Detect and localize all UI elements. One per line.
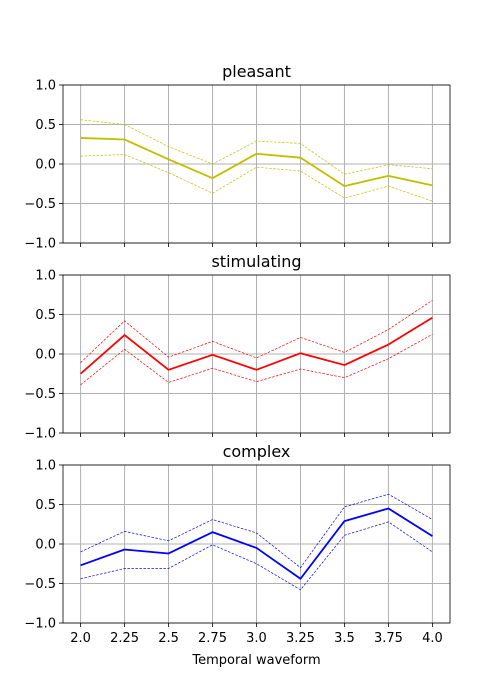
series-line-lower [80,154,433,202]
y-tick-label: 1.0 [35,459,56,474]
y-tick-label: 0.0 [35,158,56,173]
series-line-upper [80,493,433,569]
x-axis-label: Temporal waveform [191,653,320,668]
chart-panel-2: complex −1.0 −0.5 0.0 0.5 1.0 2.0 2.25 2.5 2.75 3.… [24,442,451,668]
y-tick-label: −1.0 [24,617,56,632]
y-tick-label: 1.0 [35,79,56,94]
series-line-mean [80,507,433,580]
y-tick-label: −1.0 [24,427,56,442]
x-tick-label: 3.75 [374,631,403,646]
x-tick-label: 4.0 [422,631,443,646]
x-tick-label: 3.0 [246,631,267,646]
chart-title: complex [223,442,291,461]
y-tick-label: 1.0 [35,269,56,284]
x-tick-label: 3.5 [334,631,355,646]
y-tick-label: 0.5 [35,498,56,513]
chart-panel-1: stimulating −1.0 −0.5 0.0 0.5 1.0 [24,252,451,442]
y-tick-label: −0.5 [24,577,56,592]
y-tick-label: 0.5 [35,118,56,133]
y-tick-label: −0.5 [24,387,56,402]
y-tick-label: −0.5 [24,197,56,212]
chart-panel-0: pleasant −1.0 −0.5 0.0 0.5 1.0 [24,62,451,252]
y-tick-label: 0.5 [35,308,56,323]
x-tick-label: 2.75 [198,631,227,646]
chart-title: pleasant [222,62,291,81]
x-tick-label: 2.5 [158,631,179,646]
x-tick-label: 2.0 [70,631,91,646]
chart-title: stimulating [211,252,301,271]
x-tick-label: 3.25 [286,631,315,646]
series-line-mean [80,137,433,188]
y-tick-label: 0.0 [35,348,56,363]
series-line-lower [80,333,433,386]
y-tick-label: −1.0 [24,237,56,252]
x-tick-label: 2.25 [110,631,139,646]
series-line-upper [80,119,433,175]
y-tick-label: 0.0 [35,538,56,553]
series-line-mean [79,316,433,375]
